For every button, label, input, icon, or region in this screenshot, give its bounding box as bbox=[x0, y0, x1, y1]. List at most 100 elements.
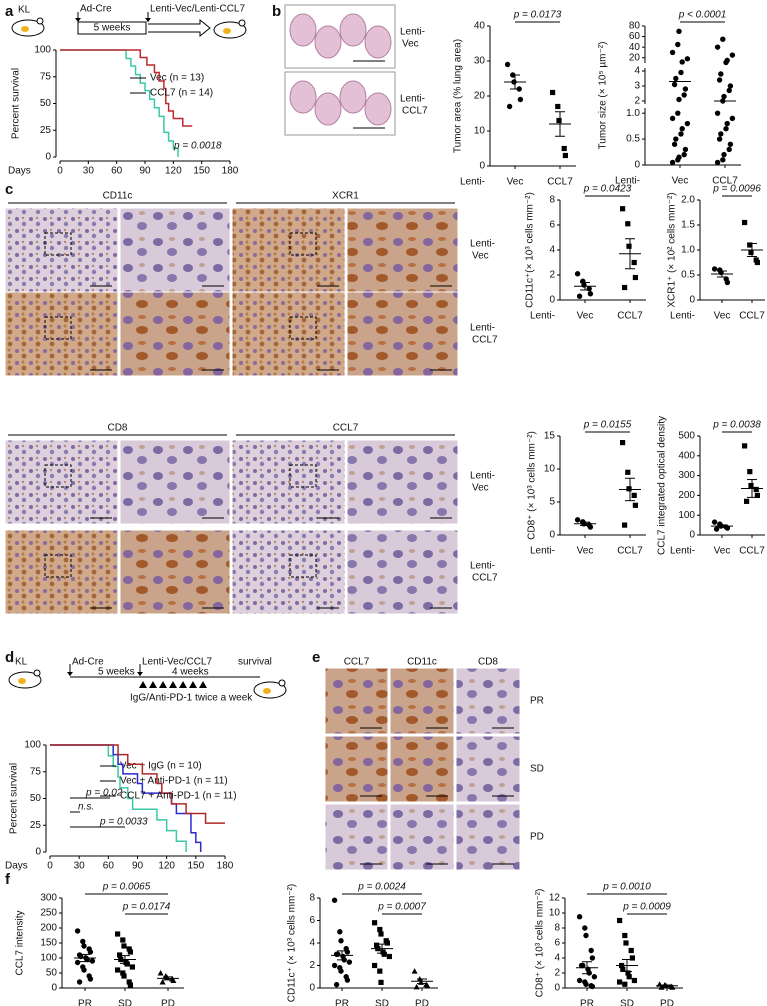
column-label: CCL7 bbox=[344, 657, 370, 668]
data-point bbox=[583, 932, 589, 939]
data-point bbox=[87, 976, 94, 982]
annotation: p = 0.0173 bbox=[513, 10, 562, 21]
arrow-head bbox=[145, 18, 151, 22]
y-tick-label: 80 bbox=[629, 21, 641, 32]
y-tick-label: 50 bbox=[30, 793, 42, 804]
data-point bbox=[673, 136, 679, 142]
y-tick-label: 25 bbox=[30, 820, 42, 831]
y-tick-label: 0 bbox=[689, 530, 695, 541]
y-tick-label: 8 bbox=[554, 923, 560, 934]
data-point bbox=[682, 146, 689, 153]
zoom-box bbox=[289, 464, 317, 488]
y-axis-label: Percent survival bbox=[11, 68, 22, 139]
data-point bbox=[127, 982, 133, 988]
timeline-arrow bbox=[148, 18, 211, 38]
data-point bbox=[678, 69, 684, 76]
micrograph bbox=[231, 529, 346, 615]
lung-lobe bbox=[289, 80, 317, 114]
data-point bbox=[747, 469, 753, 475]
y-tick-label: 3 bbox=[634, 81, 640, 92]
x-tick-label: 0 bbox=[47, 861, 53, 872]
row-label: Vec bbox=[402, 39, 419, 50]
x-tick-label: CCL7 bbox=[617, 311, 643, 322]
data-point bbox=[589, 955, 596, 961]
data-point bbox=[338, 938, 344, 944]
x-tick-label: PD bbox=[660, 999, 674, 1006]
y-tick-label: 30 bbox=[474, 56, 486, 67]
y-tick-label: 2.0 bbox=[681, 195, 695, 206]
x-prefix: Lenti- bbox=[670, 311, 695, 322]
data-point bbox=[747, 242, 753, 248]
data-point bbox=[587, 291, 594, 297]
data-point bbox=[622, 981, 628, 987]
x-tick-label: 180 bbox=[222, 166, 239, 177]
data-point bbox=[721, 93, 727, 100]
data-point bbox=[80, 938, 86, 945]
zoom-box bbox=[289, 554, 317, 578]
data-point bbox=[681, 92, 687, 98]
data-point bbox=[669, 49, 676, 56]
data-point bbox=[622, 932, 628, 939]
data-point bbox=[121, 943, 127, 949]
data-point bbox=[344, 949, 351, 955]
y-axis-label: CCL7 integrated optical density bbox=[657, 416, 668, 555]
micrograph bbox=[455, 803, 521, 871]
x-tick-label: CCL7 bbox=[739, 311, 765, 322]
data-point bbox=[631, 492, 637, 498]
data-point bbox=[76, 979, 83, 985]
row-label: CCL7 bbox=[402, 106, 428, 117]
data-point bbox=[333, 981, 340, 988]
micrograph bbox=[389, 667, 455, 735]
data-point bbox=[718, 131, 724, 137]
row-label: Lenti- bbox=[400, 27, 425, 38]
data-point bbox=[74, 928, 81, 934]
y-tick-label: 50 bbox=[46, 968, 58, 979]
data-point bbox=[625, 970, 631, 976]
x-tick-label: 30 bbox=[74, 861, 86, 872]
data-point bbox=[620, 966, 626, 972]
data-point bbox=[331, 897, 338, 903]
column-label: CD8 bbox=[107, 423, 127, 434]
y-tick-label: 300 bbox=[40, 893, 57, 904]
x-tick-label: CCL7 bbox=[547, 177, 573, 188]
column-label: XCR1 bbox=[332, 191, 359, 202]
data-point bbox=[679, 126, 685, 132]
annotation: p = 0.0009 bbox=[622, 902, 671, 913]
row-label: Lenti- bbox=[470, 471, 495, 482]
timeline bbox=[77, 21, 147, 35]
y-tick-label: 4 bbox=[554, 953, 560, 964]
row-label: SD bbox=[530, 764, 544, 775]
annotation: p = 0.0010 bbox=[602, 882, 651, 893]
x-prefix: Lenti- bbox=[670, 546, 695, 557]
data-point bbox=[669, 159, 676, 166]
data-point bbox=[625, 469, 631, 475]
data-point bbox=[726, 146, 732, 153]
data-point bbox=[576, 914, 583, 920]
data-point bbox=[574, 271, 581, 277]
data-point bbox=[346, 959, 353, 965]
x-tick-label: CCL7 bbox=[739, 546, 765, 557]
data-point bbox=[720, 36, 726, 42]
x-tick-label: 150 bbox=[193, 166, 210, 177]
x-tick-label: 180 bbox=[217, 861, 234, 872]
lung-lobe bbox=[314, 25, 342, 59]
zoom-box bbox=[289, 316, 317, 340]
x-tick-label: PR bbox=[335, 999, 349, 1006]
schematic-text: IgG/Anti-PD-1 twice a week bbox=[130, 693, 253, 704]
y-axis-label: CD11c⁺ (× 10³ cells mm⁻²) bbox=[287, 884, 298, 1002]
mouse-ear bbox=[278, 679, 286, 687]
data-point bbox=[714, 159, 721, 166]
y-tick-label: 40 bbox=[629, 42, 641, 53]
data-point bbox=[556, 117, 562, 124]
panel-label: b bbox=[272, 3, 281, 20]
data-point bbox=[626, 486, 632, 492]
y-axis-label: CD11c⁺(× 10³ cells mm⁻²) bbox=[525, 192, 536, 308]
zoom-box bbox=[44, 464, 72, 488]
x-tick-label: 120 bbox=[158, 861, 175, 872]
data-point bbox=[626, 974, 632, 980]
data-point bbox=[673, 75, 679, 82]
data-point bbox=[679, 59, 685, 65]
data-point bbox=[748, 249, 754, 256]
data-point bbox=[658, 984, 665, 990]
data-point bbox=[727, 141, 734, 147]
